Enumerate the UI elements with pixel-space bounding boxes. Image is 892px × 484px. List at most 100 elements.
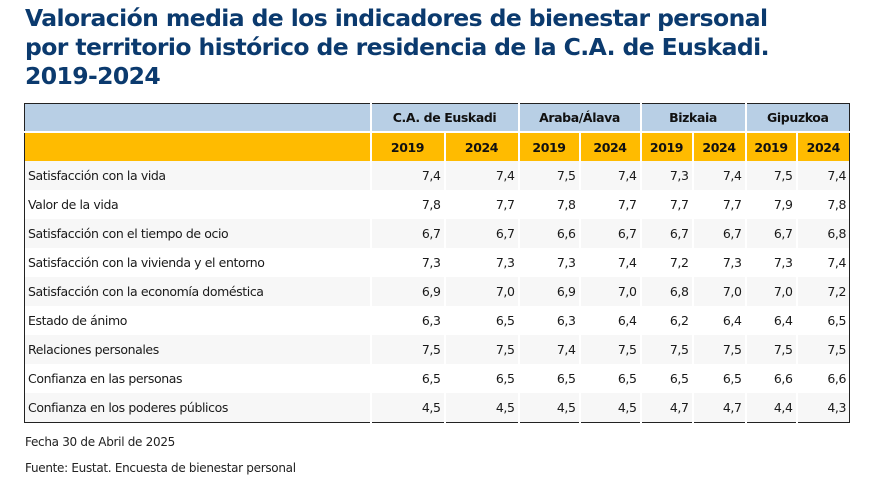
row-label: Satisfacción con la economía doméstica: [24, 277, 371, 306]
value-cell: 7,4: [795, 161, 850, 190]
table-row: Satisfacción con la vivienda y el entorn…: [24, 248, 850, 277]
region-header-row: C.A. de Euskadi Araba/Álava Bizkaia Gipu…: [24, 103, 850, 132]
year-header: 2019: [369, 131, 445, 161]
value-cell: 6,7: [443, 219, 519, 248]
value-cell: 4,3: [795, 393, 850, 423]
row-label: Valor de la vida: [24, 190, 371, 219]
value-cell: 7,7: [691, 190, 746, 219]
value-cell: 7,0: [691, 277, 746, 306]
table-row: Relaciones personales 7,5 7,5 7,4 7,5 7,5 7,5 7…: [24, 335, 850, 364]
region-header-blank: [24, 103, 371, 132]
year-header: 2019: [517, 131, 580, 161]
value-cell: 4,5: [578, 393, 641, 423]
value-cell: 7,8: [369, 190, 445, 219]
value-cell: 7,7: [443, 190, 519, 219]
value-cell: 7,0: [578, 277, 641, 306]
publication-date: Fecha 30 de Abril de 2025: [25, 435, 175, 449]
year-header-blank: [24, 131, 371, 161]
value-cell: 7,0: [443, 277, 519, 306]
value-cell: 4,5: [443, 393, 519, 423]
value-cell: 7,5: [578, 335, 641, 364]
value-cell: 7,5: [369, 335, 445, 364]
source-note: Fuente: Eustat. Encuesta de bienestar pe…: [25, 461, 296, 475]
value-cell: 6,3: [369, 306, 445, 335]
table-row: Valor de la vida 7,8 7,7 7,8 7,7 7,7 7,7 7,9 7,8: [24, 190, 850, 219]
row-label: Confianza en las personas: [24, 364, 371, 393]
value-cell: 7,3: [517, 248, 580, 277]
value-cell: 6,5: [691, 364, 746, 393]
value-cell: 6,3: [517, 306, 580, 335]
value-cell: 4,7: [691, 393, 746, 423]
row-label: Satisfacción con la vivienda y el entorn…: [24, 248, 371, 277]
value-cell: 6,2: [639, 306, 693, 335]
value-cell: 7,4: [691, 161, 746, 190]
year-header: 2024: [578, 131, 641, 161]
value-cell: 7,4: [517, 335, 580, 364]
value-cell: 7,5: [517, 161, 580, 190]
table-row: Satisfacción con la vida 7,4 7,4 7,5 7,4 7,3 7…: [24, 161, 850, 190]
region-header-euskadi: C.A. de Euskadi: [369, 103, 519, 132]
row-label: Satisfacción con el tiempo de ocio: [24, 219, 371, 248]
value-cell: 7,4: [578, 161, 641, 190]
value-cell: 6,8: [795, 219, 850, 248]
value-cell: 7,5: [691, 335, 746, 364]
row-label: Relaciones personales: [24, 335, 371, 364]
page-title: Valoración media de los indicadores de b…: [25, 4, 770, 90]
year-header: 2024: [443, 131, 519, 161]
value-cell: 6,7: [578, 219, 641, 248]
value-cell: 7,3: [744, 248, 797, 277]
value-cell: 7,8: [795, 190, 850, 219]
value-cell: 7,8: [517, 190, 580, 219]
year-header-row: 2019 2024 2019 2024 2019 2024 2019 2024: [24, 131, 850, 161]
value-cell: 7,0: [744, 277, 797, 306]
value-cell: 4,5: [369, 393, 445, 423]
value-cell: 6,5: [369, 364, 445, 393]
value-cell: 4,7: [639, 393, 693, 423]
value-cell: 6,8: [639, 277, 693, 306]
value-cell: 6,6: [795, 364, 850, 393]
value-cell: 7,2: [795, 277, 850, 306]
value-cell: 6,9: [369, 277, 445, 306]
value-cell: 7,7: [639, 190, 693, 219]
value-cell: 7,5: [443, 335, 519, 364]
value-cell: 7,5: [795, 335, 850, 364]
value-cell: 4,5: [517, 393, 580, 423]
value-cell: 6,9: [517, 277, 580, 306]
value-cell: 7,4: [443, 161, 519, 190]
value-cell: 7,5: [744, 161, 797, 190]
value-cell: 7,4: [369, 161, 445, 190]
table-row: Satisfacción con la economía doméstica 6,…: [24, 277, 850, 306]
value-cell: 7,9: [744, 190, 797, 219]
value-cell: 6,5: [517, 364, 580, 393]
value-cell: 6,7: [744, 219, 797, 248]
value-cell: 6,4: [744, 306, 797, 335]
value-cell: 7,3: [691, 248, 746, 277]
value-cell: 6,6: [744, 364, 797, 393]
row-label: Satisfacción con la vida: [24, 161, 371, 190]
region-header-bizkaia: Bizkaia: [639, 103, 746, 132]
table-row: Satisfacción con el tiempo de ocio 6,7 6,7…: [24, 219, 850, 248]
year-header: 2024: [795, 131, 850, 161]
table-row: Confianza en los poderes públicos 4,5 4,5 4…: [24, 393, 850, 423]
year-header: 2019: [744, 131, 797, 161]
year-header: 2019: [639, 131, 693, 161]
value-cell: 7,5: [639, 335, 693, 364]
value-cell: 6,7: [639, 219, 693, 248]
table-row: Confianza en las personas 6,5 6,5 6,5 6,5 6,5…: [24, 364, 850, 393]
value-cell: 7,3: [443, 248, 519, 277]
value-cell: 7,7: [578, 190, 641, 219]
value-cell: 6,5: [795, 306, 850, 335]
region-header-gipuzkoa: Gipuzkoa: [744, 103, 850, 132]
region-header-araba: Araba/Álava: [517, 103, 641, 132]
value-cell: 6,7: [369, 219, 445, 248]
value-cell: 7,5: [744, 335, 797, 364]
value-cell: 7,3: [369, 248, 445, 277]
table-row: Estado de ánimo 6,3 6,5 6,3 6,4 6,2 6,4 6,4 6,5: [24, 306, 850, 335]
value-cell: 6,4: [578, 306, 641, 335]
value-cell: 6,5: [443, 364, 519, 393]
value-cell: 6,5: [639, 364, 693, 393]
value-cell: 7,2: [639, 248, 693, 277]
value-cell: 6,6: [517, 219, 580, 248]
value-cell: 6,5: [443, 306, 519, 335]
row-label: Estado de ánimo: [24, 306, 371, 335]
